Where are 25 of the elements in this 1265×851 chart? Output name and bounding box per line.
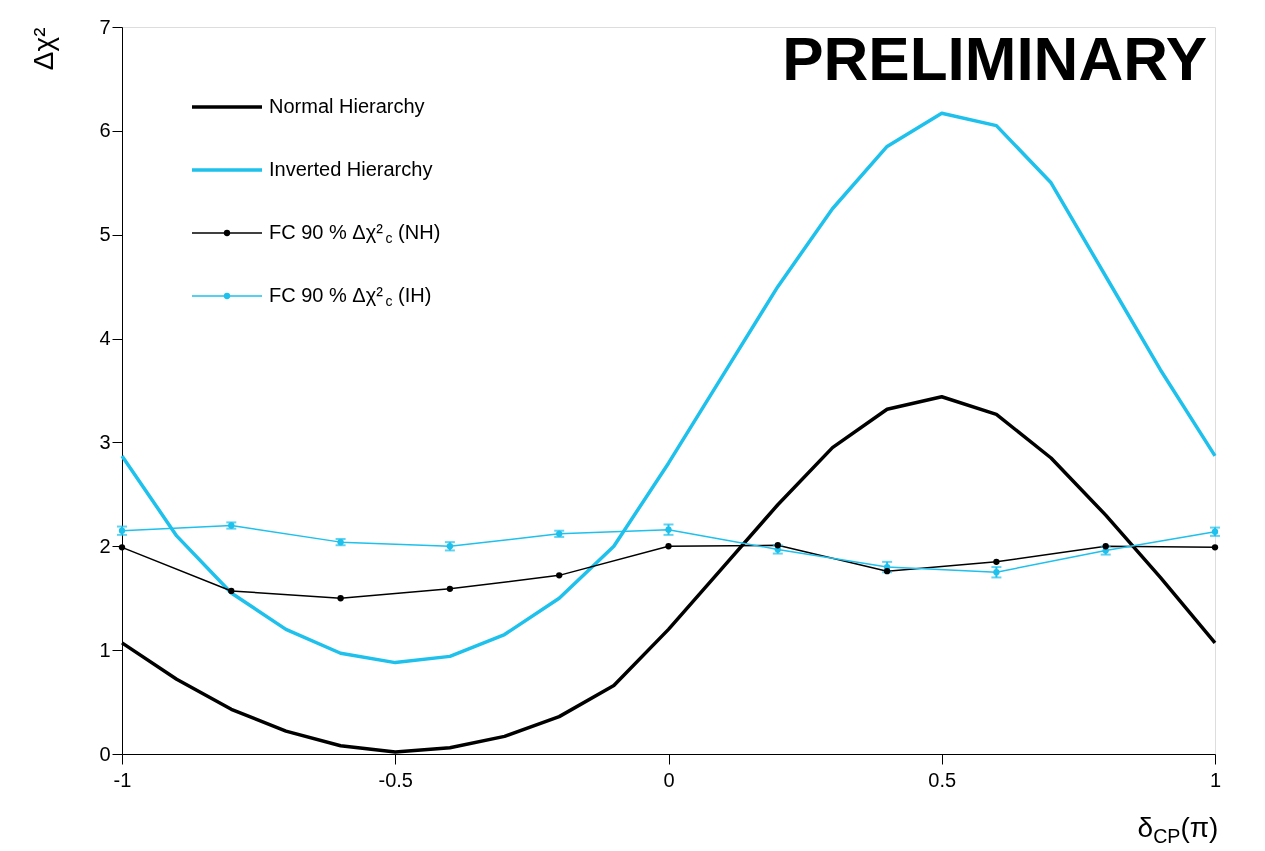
annotation: PRELIMINARY bbox=[782, 24, 1207, 93]
point bbox=[665, 543, 672, 550]
legend-label: Inverted Hierarchy bbox=[269, 158, 433, 180]
point bbox=[228, 587, 235, 595]
y-tick-label: 1 bbox=[99, 638, 111, 661]
point bbox=[118, 544, 126, 551]
point bbox=[446, 585, 454, 593]
x-tick-label: 0.5 bbox=[928, 768, 957, 791]
y-tick-label: 0 bbox=[99, 742, 111, 765]
y-tick-label: 4 bbox=[99, 327, 111, 350]
x-tick-label: 1 bbox=[1209, 768, 1222, 791]
y-axis-title: Δχ² bbox=[28, 27, 60, 71]
y-tick-label: 6 bbox=[99, 119, 111, 142]
y-tick-label: 5 bbox=[99, 223, 111, 246]
legend-label: Normal Hierarchy bbox=[269, 95, 425, 117]
x-tick-label: -0.5 bbox=[378, 768, 413, 791]
y-tick-label: 3 bbox=[99, 430, 111, 453]
y-tick-label: 7 bbox=[99, 15, 111, 38]
point bbox=[337, 595, 344, 602]
point bbox=[556, 572, 563, 579]
x-tick-label: 0 bbox=[663, 768, 675, 791]
point bbox=[1211, 544, 1219, 551]
y-tick-label: 2 bbox=[99, 534, 111, 557]
x-tick-label: -1 bbox=[113, 768, 132, 791]
point bbox=[993, 558, 1000, 566]
